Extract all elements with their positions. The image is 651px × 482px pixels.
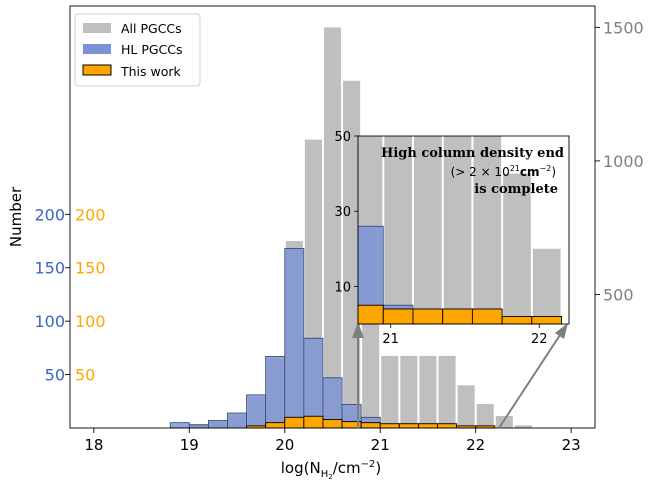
bar-all-pgccs (323, 27, 342, 428)
inset-bar-this-work (531, 316, 563, 325)
inset-y-tick-label: 50 (334, 130, 351, 145)
y-axis-label: Number (7, 186, 25, 247)
inset-bar-this-work (501, 316, 533, 325)
bar-hl-pgccs (227, 412, 247, 429)
left-axes: 50 50 100 100 150 150 200 200 (34, 205, 105, 384)
this-work-tick-label: 50 (75, 366, 95, 385)
legend-label-hl-pgccs: HL PGCCs (121, 42, 183, 57)
x-tick-label: 21 (371, 436, 390, 454)
x-tick-label: 23 (562, 436, 581, 454)
inset-bar-this-work (412, 308, 444, 325)
inset-bar-this-work (442, 308, 473, 325)
bar-this-work (398, 423, 419, 429)
bar-this-work (322, 419, 343, 429)
inset-chart: 10 30 50 21 22 High column density end (> 2 … (334, 130, 570, 347)
inset-bar-all-pgccs (413, 136, 442, 324)
inset-annotation-math: (> 2 × 1021cm−2) (451, 164, 556, 179)
bar-all-pgccs (438, 355, 456, 428)
bar-all-pgccs (343, 80, 361, 428)
right-tick-label: 1500 (603, 18, 644, 37)
inset-bars (357, 136, 563, 325)
hl-tick-label: 100 (34, 312, 65, 331)
right-tick-label: 500 (603, 285, 634, 304)
bar-this-work (303, 415, 324, 429)
inset-bar-all-pgccs (503, 173, 531, 324)
this-work-tick-label: 100 (75, 312, 106, 331)
inset-bar-this-work (357, 304, 384, 325)
legend-swatch-this-work (82, 64, 112, 76)
bar-hl-pgccs (265, 356, 286, 429)
inset-frame (357, 135, 570, 325)
bar-this-work (265, 422, 286, 429)
x-axis: 18 19 20 21 22 23 (84, 428, 581, 454)
hl-tick-label: 50 (45, 366, 65, 385)
right-tick-label: 1000 (603, 152, 644, 171)
bar-all-pgccs (400, 355, 418, 428)
legend-swatch-all-pgccs (83, 23, 111, 33)
inset-annotation-complete: is complete (474, 182, 558, 197)
x-tick-label: 19 (180, 436, 199, 454)
right-axis: 500 1000 1500 (595, 18, 644, 304)
inset-bar-this-work (471, 308, 503, 325)
x-tick-label: 22 (466, 436, 485, 454)
bar-all-pgccs (476, 403, 494, 428)
bar-hl-pgccs (246, 394, 267, 429)
inset-bar-this-work (382, 308, 414, 325)
legend-label-all-pgccs: All PGCCs (121, 21, 182, 36)
inset-bar-all-pgccs (443, 136, 472, 324)
x-tick-label: 20 (275, 436, 294, 454)
this-work-tick-label: 150 (75, 259, 106, 278)
bar-this-work (379, 423, 400, 429)
inset-y-tick-label: 30 (334, 205, 351, 220)
bar-hl-pgccs (169, 422, 190, 429)
x-axis-label: log(NH2/cm−2) (281, 459, 381, 481)
inset-x-tick-label: 21 (382, 332, 399, 347)
bar-all-pgccs (419, 355, 437, 428)
this-work-tick-label: 200 (75, 205, 106, 224)
bar-all-pgccs (495, 415, 513, 428)
bar-all-pgccs (514, 425, 532, 428)
bar-this-work (417, 423, 438, 429)
hl-tick-label: 200 (34, 205, 65, 224)
hl-tick-label: 150 (34, 259, 65, 278)
bar-hl-pgccs (303, 337, 324, 429)
inset-bar-all-pgccs (532, 248, 561, 324)
bar-all-pgccs (381, 355, 399, 428)
inset-bar-all-pgccs (384, 136, 412, 324)
bar-hl-pgccs (284, 248, 305, 429)
x-tick-label: 18 (84, 436, 103, 454)
inset-y-tick-label: 10 (334, 280, 351, 295)
zoom-arrow-right (498, 331, 563, 429)
bar-this-work (360, 422, 381, 429)
zoom-arrow-right-head (555, 323, 568, 339)
inset-axes: 10 30 50 21 22 (334, 130, 547, 347)
bar-all-pgccs (457, 385, 475, 428)
inset-x-tick-label: 22 (531, 332, 548, 347)
legend: All PGCCs HL PGCCs This work (74, 13, 201, 87)
plot-frame (69, 5, 596, 429)
inset-annotation-title: High column density end (381, 146, 564, 161)
zoom-arrows (352, 322, 568, 429)
legend-label-this-work: This work (120, 64, 182, 79)
bar-this-work (284, 416, 305, 429)
inset-bar-all-pgccs (473, 136, 502, 324)
bar-hl-pgccs (208, 420, 228, 429)
bar-this-work (437, 423, 458, 429)
bar-hl-pgccs (188, 424, 209, 429)
zoom-arrow-left-head (352, 322, 364, 338)
legend-swatch-hl-pgccs (83, 44, 111, 54)
